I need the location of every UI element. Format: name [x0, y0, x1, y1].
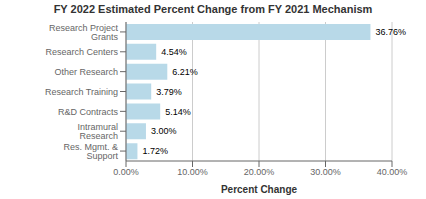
svg-text:Research Training: Research Training [45, 87, 118, 97]
svg-text:IntramuralResearch: IntramuralResearch [77, 122, 118, 141]
svg-text:20.00%: 20.00% [244, 167, 275, 177]
svg-text:3.79%: 3.79% [156, 87, 182, 97]
svg-text:R&D Contracts: R&D Contracts [58, 107, 119, 117]
svg-text:40.00%: 40.00% [377, 167, 408, 177]
svg-text:6.21%: 6.21% [172, 67, 198, 77]
svg-text:Res. Mgmt. &Support: Res. Mgmt. &Support [63, 142, 118, 161]
svg-text:5.14%: 5.14% [165, 107, 191, 117]
svg-text:1.72%: 1.72% [142, 146, 168, 156]
svg-text:Other Research: Other Research [54, 67, 118, 77]
svg-text:36.76%: 36.76% [375, 27, 406, 37]
svg-text:4.54%: 4.54% [161, 47, 187, 57]
svg-text:Research Centers: Research Centers [45, 47, 118, 57]
svg-text:Percent Change: Percent Change [221, 184, 298, 195]
svg-text:10.00%: 10.00% [177, 167, 208, 177]
svg-text:Research ProjectGrants: Research ProjectGrants [49, 23, 119, 42]
html-text:FY 2022 Estimated Percent Chan: FY 2022 Estimated Percent Change from FY… [53, 3, 373, 15]
svg-text:3.00%: 3.00% [151, 126, 177, 136]
svg-text:0.00%: 0.00% [113, 167, 139, 177]
svg-text:30.00%: 30.00% [310, 167, 341, 177]
